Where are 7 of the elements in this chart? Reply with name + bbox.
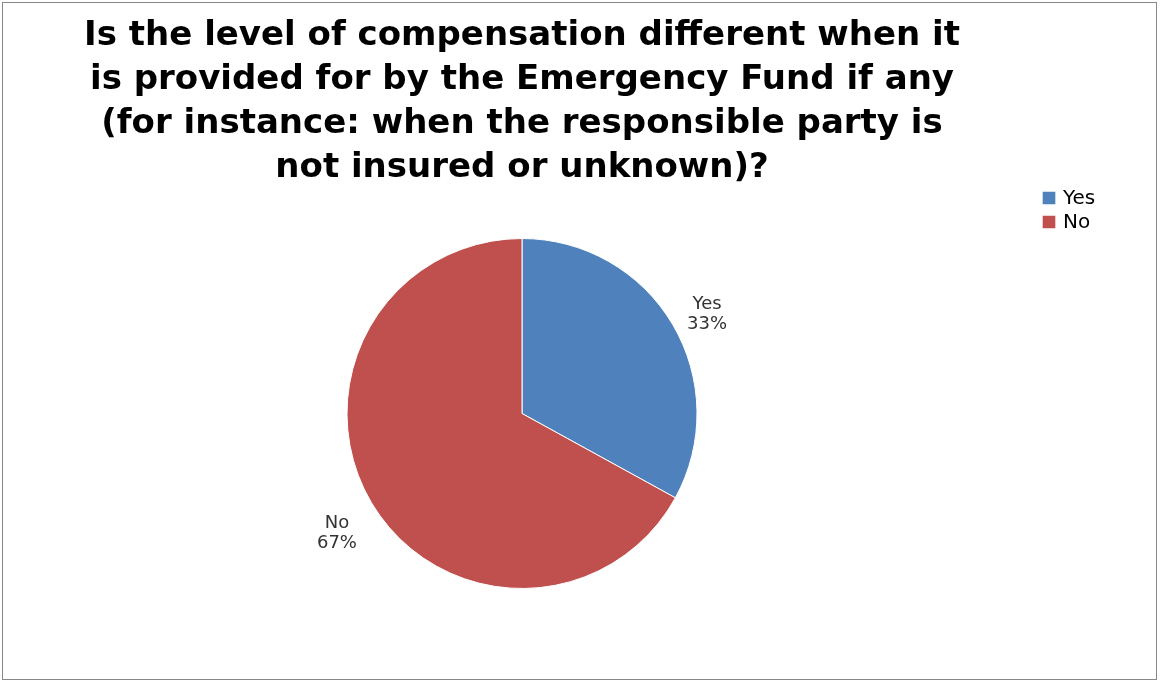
legend-label: Yes xyxy=(1062,185,1096,209)
slice-label: Yes xyxy=(691,292,722,314)
data-label: 33% xyxy=(687,312,728,334)
chart-title: Is the level of compensation different when it is provided for by the Emergency Fund if any (for instance: when the responsible party is not insured or unknown)? xyxy=(84,13,960,185)
slice-label: No xyxy=(324,510,350,532)
legend-label: No xyxy=(1063,209,1091,233)
data-label: 67% xyxy=(316,530,357,552)
